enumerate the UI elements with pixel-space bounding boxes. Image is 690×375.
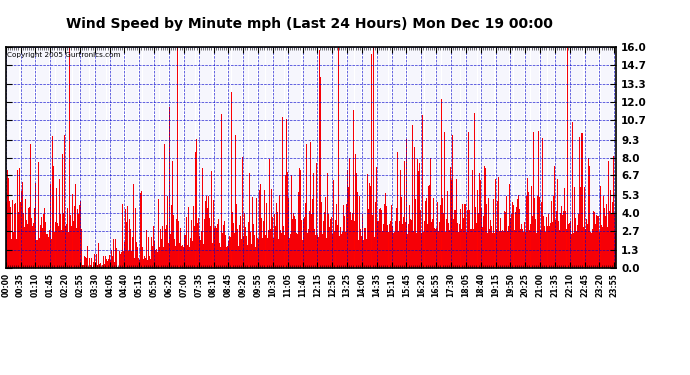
Text: Copyright 2005 Gurtronics.com: Copyright 2005 Gurtronics.com (7, 52, 120, 58)
Text: Wind Speed by Minute mph (Last 24 Hours) Mon Dec 19 00:00: Wind Speed by Minute mph (Last 24 Hours)… (66, 17, 553, 31)
